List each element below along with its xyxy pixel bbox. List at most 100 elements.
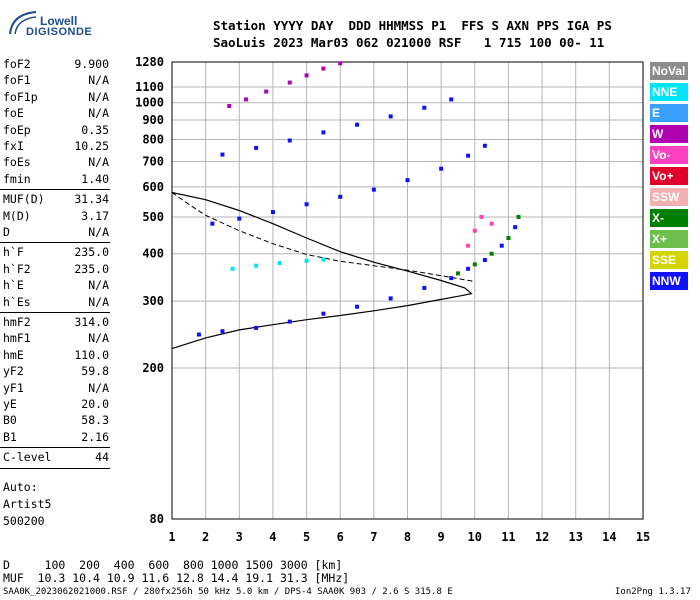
param-value: 59.8 (81, 364, 109, 379)
param-name: hmE (3, 347, 24, 362)
param-name: foF1p (3, 89, 38, 104)
data-point (449, 276, 454, 281)
data-point (220, 152, 225, 157)
y-tick-label: 500 (142, 210, 164, 224)
legend-item-ssw: SSW (650, 188, 688, 206)
data-point (338, 194, 343, 199)
param-separator (0, 447, 110, 449)
param-name: B1 (3, 429, 17, 444)
x-tick-label: 1 (168, 530, 175, 544)
x-tick-label: 6 (337, 530, 344, 544)
data-point (254, 145, 259, 150)
data-point (277, 261, 282, 266)
param-value: N/A (88, 89, 109, 104)
param-row: D N/A (3, 225, 109, 241)
data-point (513, 225, 518, 230)
param-row: M(D) 3.17 (3, 209, 109, 225)
param-name: h`E (3, 278, 24, 293)
data-point (287, 138, 292, 143)
x-tick-label: 9 (438, 530, 445, 544)
param-value: N/A (88, 331, 109, 346)
code-label: 500200 (3, 514, 45, 528)
y-tick-label: 1280 (135, 55, 164, 69)
logo-line2: DIGISONDE (26, 26, 93, 38)
param-row: MUF(D) 31.34 (3, 192, 109, 208)
param-value: 314.0 (74, 315, 109, 329)
param-value: 58.3 (81, 413, 109, 428)
data-point (506, 236, 511, 241)
data-point (304, 73, 309, 78)
param-row: foE N/A (3, 106, 109, 122)
param-row: hmF1 N/A (3, 331, 109, 347)
data-point (287, 319, 292, 324)
param-row: B0 58.3 (3, 413, 109, 429)
param-row: foEp 0.35 (3, 123, 109, 139)
data-point (466, 266, 471, 271)
data-point (220, 329, 225, 334)
param-name: fxI (3, 139, 24, 153)
param-row: yF2 59.8 (3, 364, 109, 380)
y-tick-label: 700 (142, 154, 164, 168)
param-value: 20.0 (81, 397, 109, 411)
param-separator (0, 467, 110, 469)
param-value: 3.17 (81, 208, 109, 223)
x-tick-label: 15 (636, 530, 650, 544)
param-separator (0, 312, 110, 313)
x-tick-label: 4 (269, 530, 276, 544)
param-value: 2.16 (81, 429, 109, 444)
digisonde-logo-icon (9, 11, 37, 35)
param-name: yF1 (3, 380, 24, 395)
legend-item-nne: NNE (650, 83, 688, 101)
data-point (472, 228, 477, 233)
param-value: N/A (88, 294, 109, 309)
param-value: 1.40 (81, 171, 109, 186)
auto-label: Auto: (3, 480, 38, 494)
x-tick-label: 3 (236, 530, 243, 544)
param-name: yF2 (3, 364, 24, 379)
data-point (388, 114, 393, 119)
data-point (482, 143, 487, 148)
param-value: 31.34 (74, 192, 109, 207)
legend-item-e: E (650, 104, 688, 122)
param-value: 235.0 (74, 261, 109, 276)
param-row: hmE 110.0 (3, 348, 109, 364)
param-row: h`F2 235.0 (3, 262, 109, 278)
param-row: hmF2 314.0 (3, 315, 109, 331)
legend-item-vo-: Vo+ (650, 167, 688, 185)
x-tick-label: 8 (404, 530, 411, 544)
y-tick-label: 1100 (135, 80, 164, 94)
data-point (304, 258, 309, 263)
data-point (196, 332, 201, 337)
param-row: foEs N/A (3, 155, 109, 171)
param-name: M(D) (3, 208, 31, 223)
data-point (338, 61, 343, 66)
param-value: 110.0 (74, 347, 109, 362)
param-name: h`Es (3, 294, 31, 309)
legend-item-vo-: Vo- (650, 146, 688, 164)
x-tick-label: 5 (303, 530, 310, 544)
y-tick-label: 400 (142, 247, 164, 261)
param-value: N/A (88, 73, 109, 88)
data-point (388, 296, 393, 301)
param-row: h`Es N/A (3, 295, 109, 311)
distance-row: D 100 200 400 600 800 1000 1500 3000 [km… (3, 558, 343, 572)
data-point (355, 122, 360, 127)
param-row: h`E N/A (3, 278, 109, 294)
data-point (479, 214, 484, 219)
data-point (472, 262, 477, 267)
param-row: B1 2.16 (3, 430, 109, 446)
param-name: h`F2 (3, 261, 31, 276)
legend-item-x-: X- (650, 209, 688, 227)
data-point (371, 187, 376, 192)
legend-item-nnw: NNW (650, 272, 688, 290)
x-tick-label: 2 (202, 530, 209, 544)
data-point (304, 202, 309, 207)
param-row: h`F 235.0 (3, 245, 109, 261)
y-tick-label: 200 (142, 361, 164, 375)
plot-frame (171, 61, 644, 520)
param-name: foF1 (3, 73, 31, 88)
x-tick-label: 14 (602, 530, 616, 544)
data-point (455, 271, 460, 276)
data-point (254, 263, 259, 268)
